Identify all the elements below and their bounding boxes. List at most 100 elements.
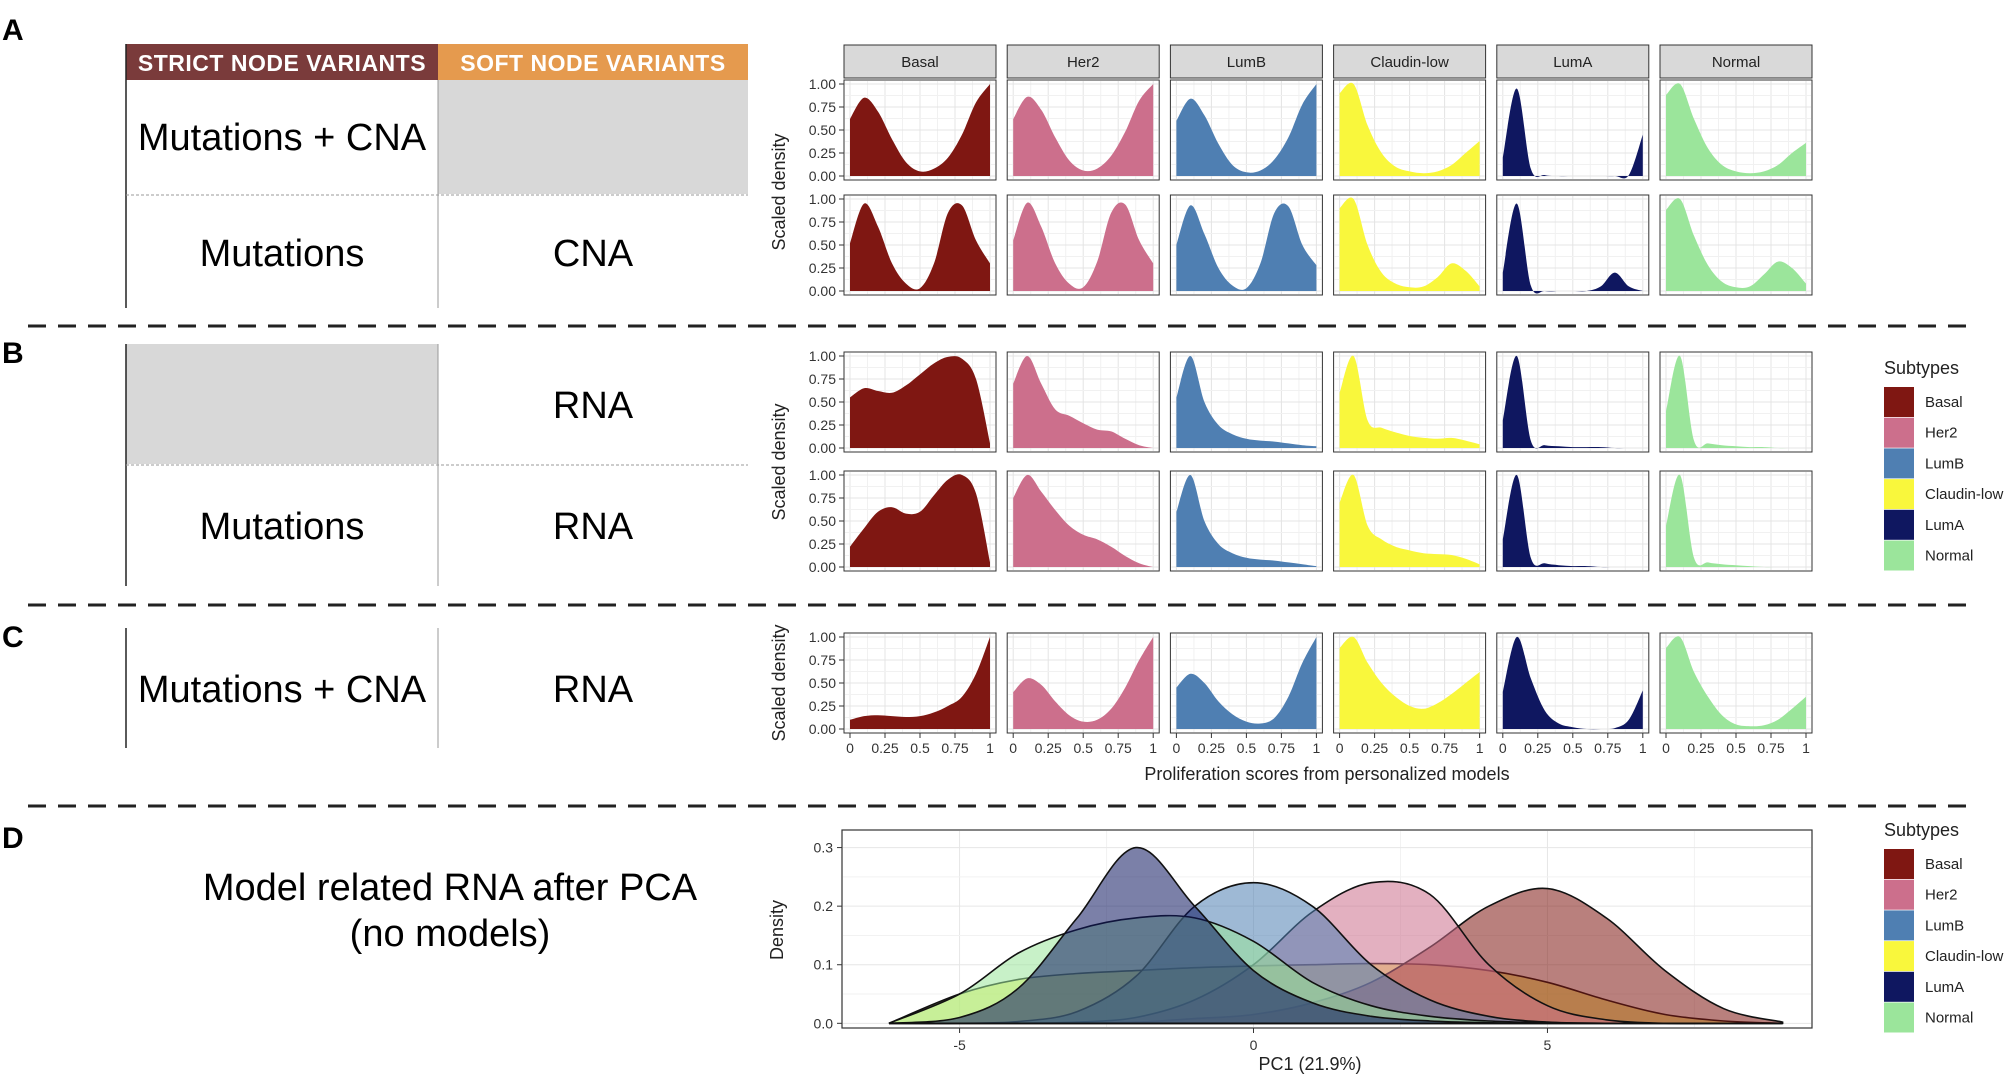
strip-label-normal: Normal [1712, 54, 1760, 71]
legend-swatch-lumb [1884, 910, 1914, 941]
density-area-luma [1502, 636, 1643, 730]
legend-swatch-normal [1884, 540, 1914, 571]
ytick-label: 0.75 [809, 490, 836, 506]
xtick-label: 0.25 [1198, 740, 1225, 756]
strip-bg-normal [1659, 44, 1813, 79]
legend-title: Subtypes [1884, 358, 1959, 378]
density-area-lumb [1176, 84, 1317, 176]
xtick-label: 0.25 [1361, 740, 1388, 756]
ytick-label: 1.00 [809, 76, 836, 92]
cell-b1-soft: RNA [553, 385, 634, 427]
legend-label-luma: LumA [1925, 517, 1964, 534]
xtick-label: 0 [1662, 740, 1670, 756]
ytick-label: 0.00 [809, 283, 836, 299]
xtick-label: 0 [846, 740, 854, 756]
ytick-label: 0.00 [809, 721, 836, 737]
ytick-label: 1.00 [809, 348, 836, 364]
density-area-normal [1666, 636, 1806, 729]
strip-label-luma: LumA [1553, 54, 1592, 71]
density-area-basal [850, 203, 990, 291]
density-area-her2 [1013, 474, 1154, 567]
xtick-label: 1 [1149, 740, 1157, 756]
pca-ytick-label: 0.1 [814, 957, 834, 973]
strip-label-basal: Basal [901, 54, 939, 71]
legend-subtypes-bottom: Subtypes Basal Her2 LumB Claudin-low LumA Norm… [1884, 820, 2004, 1033]
cell-c1-soft: RNA [553, 669, 634, 711]
legend-label-lumb: LumB [1925, 455, 1964, 472]
panel-letter-b: B [2, 337, 24, 370]
ytick-label: 0.50 [809, 237, 836, 253]
ylabel-c: Scaled density [769, 624, 789, 741]
xtick-label: 0.75 [1268, 740, 1295, 756]
density-area-normal [1666, 198, 1806, 291]
legend-swatch-claudin-low [1884, 941, 1914, 972]
legend-swatch-her2 [1884, 879, 1914, 910]
ytick-label: 0.25 [809, 145, 836, 161]
panel-letter-d: D [2, 822, 24, 855]
ytick-label: 0.75 [809, 99, 836, 115]
density-area-luma [1502, 88, 1643, 179]
ytick-label: 1.00 [809, 467, 836, 483]
density-area-normal [1666, 474, 1806, 568]
ytick-label: 0.00 [809, 440, 836, 456]
ytick-label: 1.00 [809, 191, 836, 207]
ytick-label: 0.75 [809, 371, 836, 387]
ytick-label: 0.25 [809, 698, 836, 714]
xtick-label: 1 [1476, 740, 1484, 756]
xtick-label: 0 [1499, 740, 1507, 756]
xtick-label: 0.5 [1073, 740, 1093, 756]
ytick-label: 0.50 [809, 675, 836, 691]
cell-b2-strict: Mutations [200, 506, 365, 548]
d-label-line1: Model related RNA after PCA [203, 867, 698, 909]
strip-label-lumb: LumB [1227, 54, 1266, 71]
xtick-label: 0.75 [1431, 740, 1458, 756]
gray-cell-a-soft [438, 80, 748, 194]
legend-swatch-her2 [1884, 417, 1914, 448]
density-area-basal [850, 356, 990, 448]
legend-label-basal: Basal [1925, 856, 1963, 873]
density-area-lumb [1176, 355, 1317, 448]
xtick-label: 0.5 [1400, 740, 1420, 756]
ytick-label: 0.75 [809, 214, 836, 230]
ytick-label: 0.00 [809, 168, 836, 184]
strict-header-bg [126, 44, 438, 80]
density-area-her2 [1013, 637, 1154, 729]
legend-label-claudin-low: Claudin-low [1925, 948, 2004, 965]
density-area-luma [1502, 474, 1643, 568]
xtick-label: 0.25 [1687, 740, 1714, 756]
pca-xtick-label: 5 [1544, 1037, 1552, 1053]
legend-title: Subtypes [1884, 820, 1959, 840]
legend-swatch-normal [1884, 1002, 1914, 1033]
density-area-normal [1666, 355, 1806, 449]
ytick-label: 0.50 [809, 513, 836, 529]
ytick-label: 0.25 [809, 417, 836, 433]
xtick-label: 0.75 [941, 740, 968, 756]
legend-swatch-basal [1884, 387, 1914, 417]
xtick-label: 1 [1802, 740, 1810, 756]
legend-label-normal: Normal [1925, 548, 1973, 565]
xtick-label: 1 [986, 740, 994, 756]
legend-label-luma: LumA [1925, 979, 1964, 996]
pca-ytick-label: 0.3 [814, 840, 834, 856]
density-area-claudin-low [1339, 636, 1480, 729]
legend-label-claudin-low: Claudin-low [1925, 486, 2004, 503]
pca-ylabel: Density [767, 900, 787, 960]
xtick-label: 0 [1336, 740, 1344, 756]
ytick-label: 1.00 [809, 629, 836, 645]
density-area-basal [850, 474, 990, 567]
legend-swatch-basal [1884, 849, 1914, 879]
strip-bg-her2 [1006, 44, 1160, 79]
pca-xlabel: PC1 (21.9%) [1258, 1054, 1361, 1074]
legend-swatch-luma [1884, 509, 1914, 540]
legend-label-lumb: LumB [1925, 917, 1964, 934]
facet-ylabels: Scaled density Scaled density Scaled den… [769, 133, 789, 741]
section-separators [28, 324, 1975, 808]
ytick-label: 0.25 [809, 536, 836, 552]
xtick-label: 0.75 [1757, 740, 1784, 756]
density-area-luma [1502, 355, 1643, 449]
density-area-normal [1666, 83, 1806, 176]
density-area-lumb [1176, 474, 1317, 567]
density-area-her2 [1013, 84, 1154, 176]
xtick-label: 0.5 [1563, 740, 1583, 756]
xtick-label: 0.75 [1594, 740, 1621, 756]
